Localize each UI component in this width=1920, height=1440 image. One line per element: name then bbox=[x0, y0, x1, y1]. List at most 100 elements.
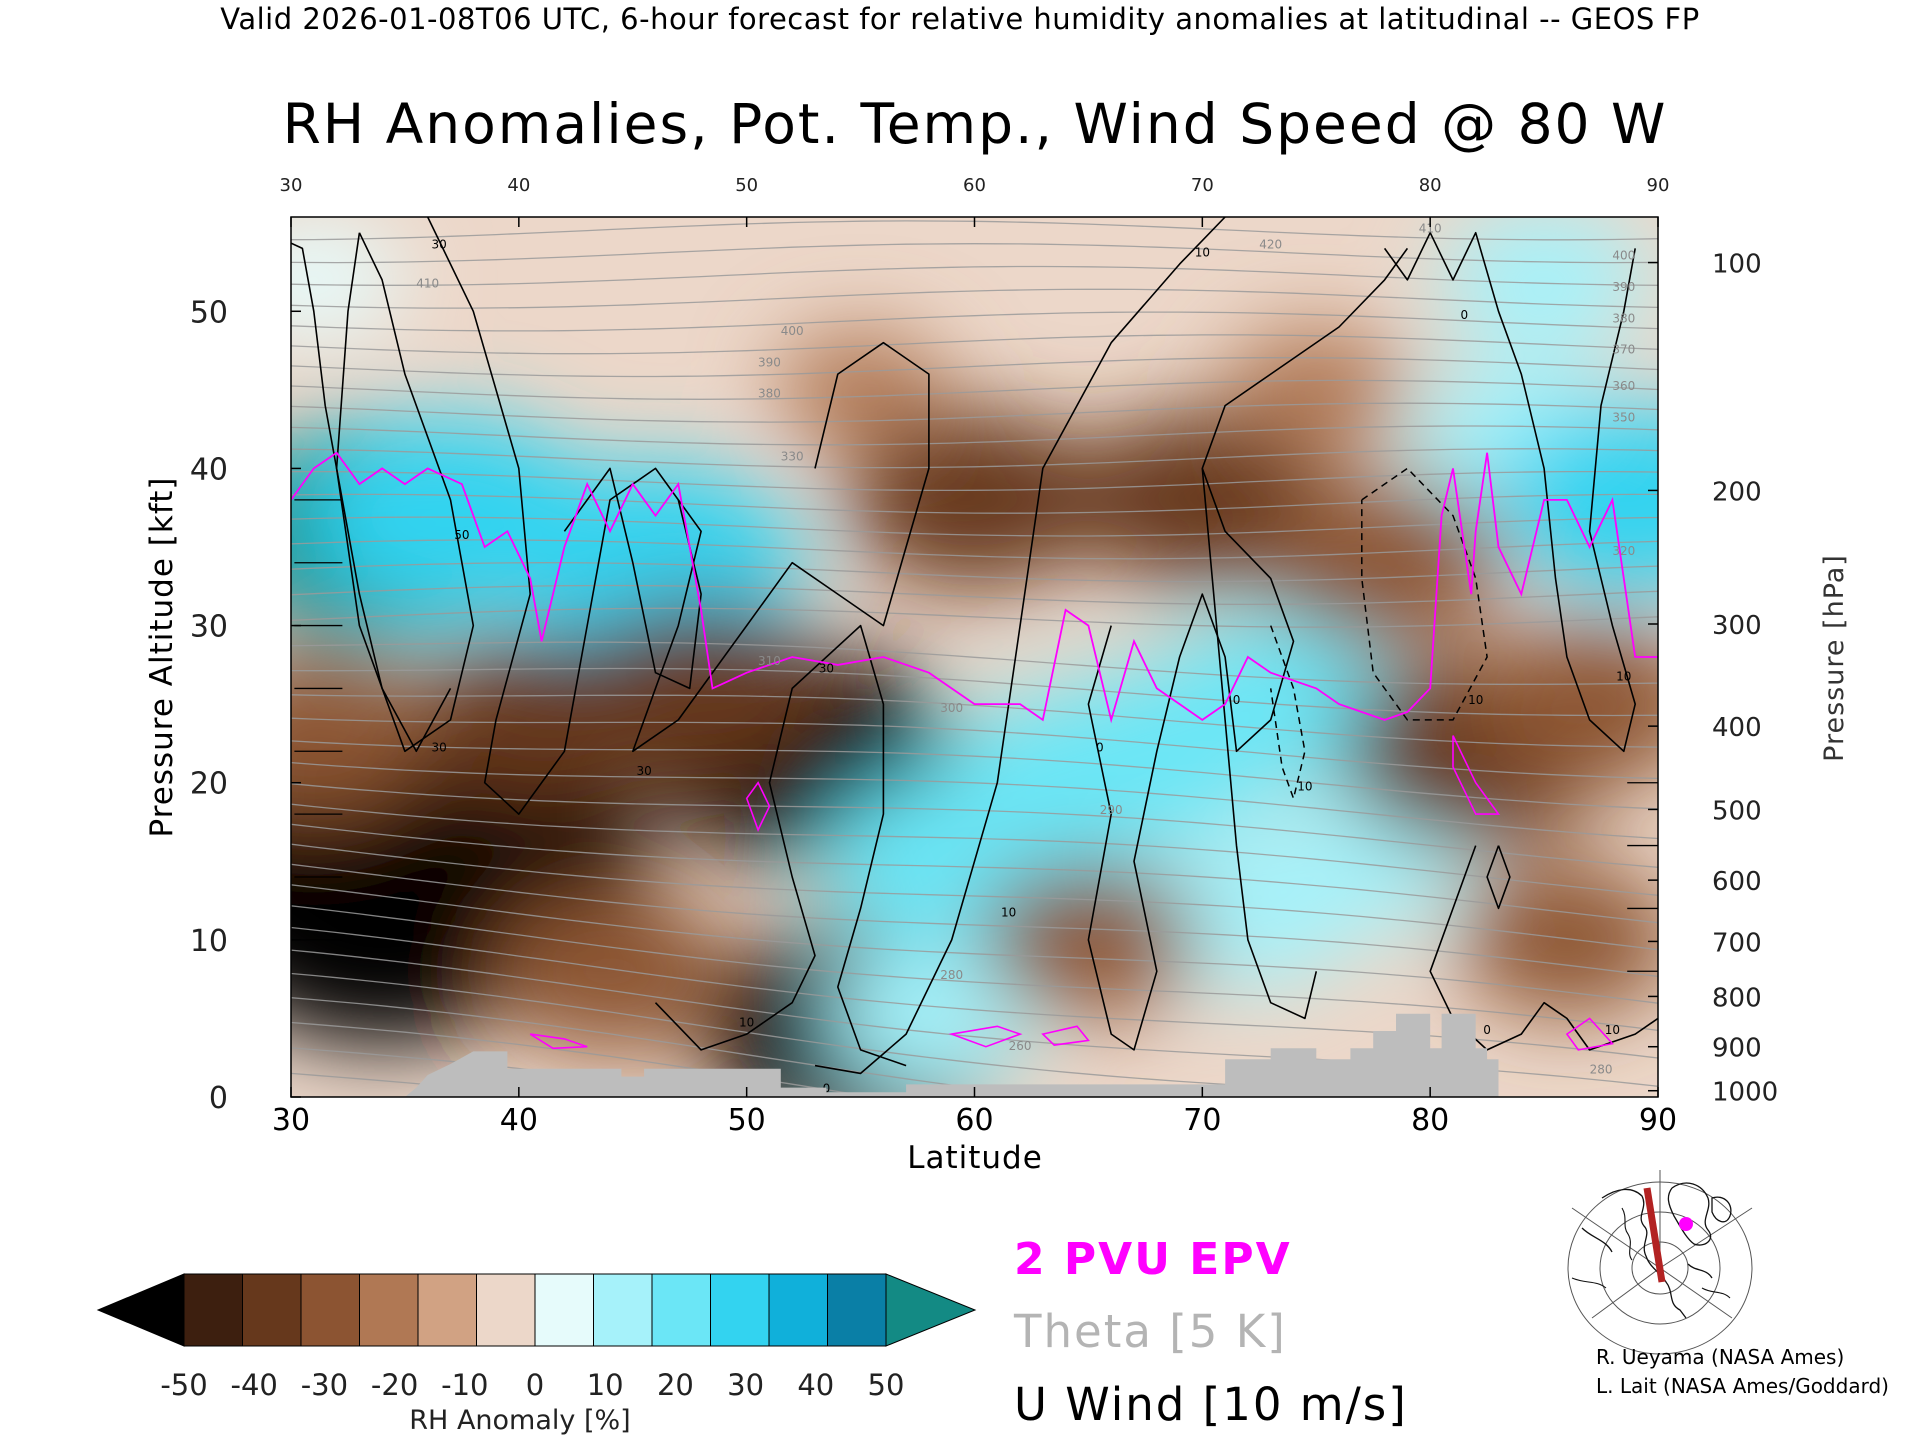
u-wind-contours bbox=[291, 217, 1658, 1075]
legend-item: U Wind [10 m/s] bbox=[1014, 1378, 1408, 1431]
wind-contour-label: 10 bbox=[1001, 905, 1016, 919]
map-coastline bbox=[1581, 1182, 1732, 1319]
theta-contour-label: 400 bbox=[781, 324, 804, 338]
wind-contour-labels: 30 50 30 30 30 10 10 0 10 0 10 0 10 0 10 10 0 bbox=[431, 237, 1631, 1095]
colorbar-segment bbox=[593, 1273, 653, 1347]
pv-contour-island bbox=[529, 1033, 588, 1050]
rh-anomaly-blob bbox=[1440, 217, 1648, 352]
theta-contour-label: 280 bbox=[940, 968, 963, 982]
map-meridian bbox=[1659, 1267, 1733, 1319]
theta-contour-label: 390 bbox=[1612, 280, 1635, 294]
colorbar-tick-label: 0 bbox=[526, 1368, 544, 1402]
u-wind-contour bbox=[335, 232, 475, 753]
theta-contour-label: 380 bbox=[758, 387, 781, 401]
u-wind-contour bbox=[654, 624, 907, 1067]
colorbar-segment bbox=[300, 1273, 360, 1347]
theta-contour bbox=[291, 905, 1658, 1032]
theta-contour-label: 360 bbox=[1612, 379, 1635, 393]
wind-contour-label: 30 bbox=[819, 662, 834, 676]
theta-contour-label: 410 bbox=[416, 277, 439, 291]
theta-contour bbox=[291, 1047, 736, 1097]
y-tick-label: 50 bbox=[190, 295, 228, 330]
colorbar-tick-label: 50 bbox=[868, 1368, 905, 1402]
chart-title: RH Anomalies, Pot. Temp., Wind Speed @ 8… bbox=[283, 92, 1668, 156]
y-tick-label: 30 bbox=[190, 610, 228, 645]
colorbar-tick-label: -20 bbox=[371, 1368, 418, 1402]
theta-contour bbox=[291, 884, 1658, 1004]
x-tick-label: 40 bbox=[500, 1103, 538, 1138]
wind-contour-label: 0 bbox=[1233, 693, 1241, 707]
theta-contour-label: 420 bbox=[1259, 237, 1282, 251]
pressure-tick-label: 200 bbox=[1712, 477, 1762, 507]
wind-contour-label: 10 bbox=[739, 1015, 754, 1029]
y-tick-label: 0 bbox=[209, 1081, 228, 1116]
theta-contour bbox=[291, 694, 1658, 748]
u-wind-contour bbox=[563, 467, 702, 690]
theta-contour bbox=[291, 288, 1658, 309]
x-tick-label-top: 60 bbox=[963, 175, 986, 196]
colorbar-tick-label: -40 bbox=[231, 1368, 278, 1402]
theta-contour bbox=[291, 311, 1658, 332]
legend-item: 2 PVU EPV bbox=[1014, 1234, 1292, 1285]
colorbar-low-arrow bbox=[96, 1273, 185, 1347]
theta-contour-label: 330 bbox=[781, 450, 804, 464]
wind-contour-label: 0 bbox=[823, 1081, 831, 1095]
x-tick-label-top: 80 bbox=[1419, 175, 1442, 196]
pressure-tick-label: 300 bbox=[1712, 611, 1762, 641]
credit-line-1: R. Ueyama (NASA Ames) bbox=[1596, 1345, 1845, 1369]
pv-contour-island bbox=[948, 1025, 1023, 1048]
theta-contour bbox=[291, 607, 1658, 628]
colorbar-tick-label: 40 bbox=[797, 1368, 834, 1402]
colorbar-tick-label: -10 bbox=[441, 1368, 488, 1402]
theta-contour bbox=[291, 803, 1658, 896]
pv-contour-island bbox=[1565, 1017, 1614, 1051]
rh-anomaly-blob bbox=[1225, 326, 1408, 454]
u-wind-contour-negative bbox=[1361, 467, 1488, 721]
y-tick-label: 10 bbox=[190, 924, 228, 959]
theta-contour bbox=[291, 448, 1658, 469]
theta-contour bbox=[291, 493, 1658, 514]
legend: 2 PVU EPV Theta [5 K] U Wind [10 m/s] bbox=[1013, 1234, 1408, 1431]
wind-contour-label: 10 bbox=[1297, 780, 1312, 794]
theta-contour-label: 350 bbox=[1612, 410, 1635, 424]
x-tick-label-top: 30 bbox=[280, 175, 303, 196]
rh-anomaly-blob bbox=[1471, 621, 1658, 787]
colorbar-tick-label: 30 bbox=[727, 1368, 764, 1402]
theta-contour bbox=[291, 717, 1658, 780]
colorbar-segment bbox=[534, 1273, 594, 1347]
colorbar-segment bbox=[183, 1273, 243, 1347]
theta-contour bbox=[291, 761, 1658, 840]
theta-contour bbox=[291, 823, 1658, 924]
colorbar-segment bbox=[359, 1273, 419, 1347]
cross-section-track bbox=[1643, 1187, 1666, 1283]
wind-contour-label: 0 bbox=[1483, 1023, 1491, 1037]
map-meridian bbox=[1591, 1267, 1661, 1319]
colorbar-segment bbox=[417, 1273, 477, 1347]
pressure-tick-label: 400 bbox=[1712, 713, 1762, 743]
theta-contour bbox=[291, 1021, 877, 1097]
theta-contour bbox=[291, 667, 1658, 717]
u-wind-contour bbox=[1383, 231, 1636, 753]
colorbar-segment bbox=[768, 1273, 828, 1347]
pressure-tick-label: 500 bbox=[1712, 796, 1762, 826]
theta-contour-label: 260 bbox=[1009, 1039, 1032, 1053]
colorbar-segment bbox=[242, 1273, 302, 1347]
colorbar-segment bbox=[827, 1273, 887, 1347]
theta-contour bbox=[291, 402, 1658, 423]
map-meridian bbox=[1571, 1207, 1661, 1269]
wind-contour-label: 10 bbox=[1468, 693, 1483, 707]
pv-contour bbox=[291, 451, 1658, 724]
wind-contour-label: 0 bbox=[1096, 740, 1104, 754]
theta-contour-label: 390 bbox=[758, 355, 781, 369]
x-tick-label-top: 40 bbox=[507, 175, 530, 196]
axes: 3030404050506060707080809090010203040501… bbox=[190, 175, 1778, 1138]
legend-item: Theta [5 K] bbox=[1013, 1305, 1287, 1358]
theta-contour-label: 280 bbox=[1590, 1062, 1613, 1076]
theta-contour bbox=[291, 783, 1658, 868]
wind-contour-label: 30 bbox=[637, 764, 652, 778]
rh-anomaly-blob bbox=[491, 888, 729, 1054]
theta-contour bbox=[291, 379, 1658, 400]
theta-contour bbox=[291, 243, 1658, 264]
x-tick-label: 30 bbox=[272, 1103, 310, 1138]
